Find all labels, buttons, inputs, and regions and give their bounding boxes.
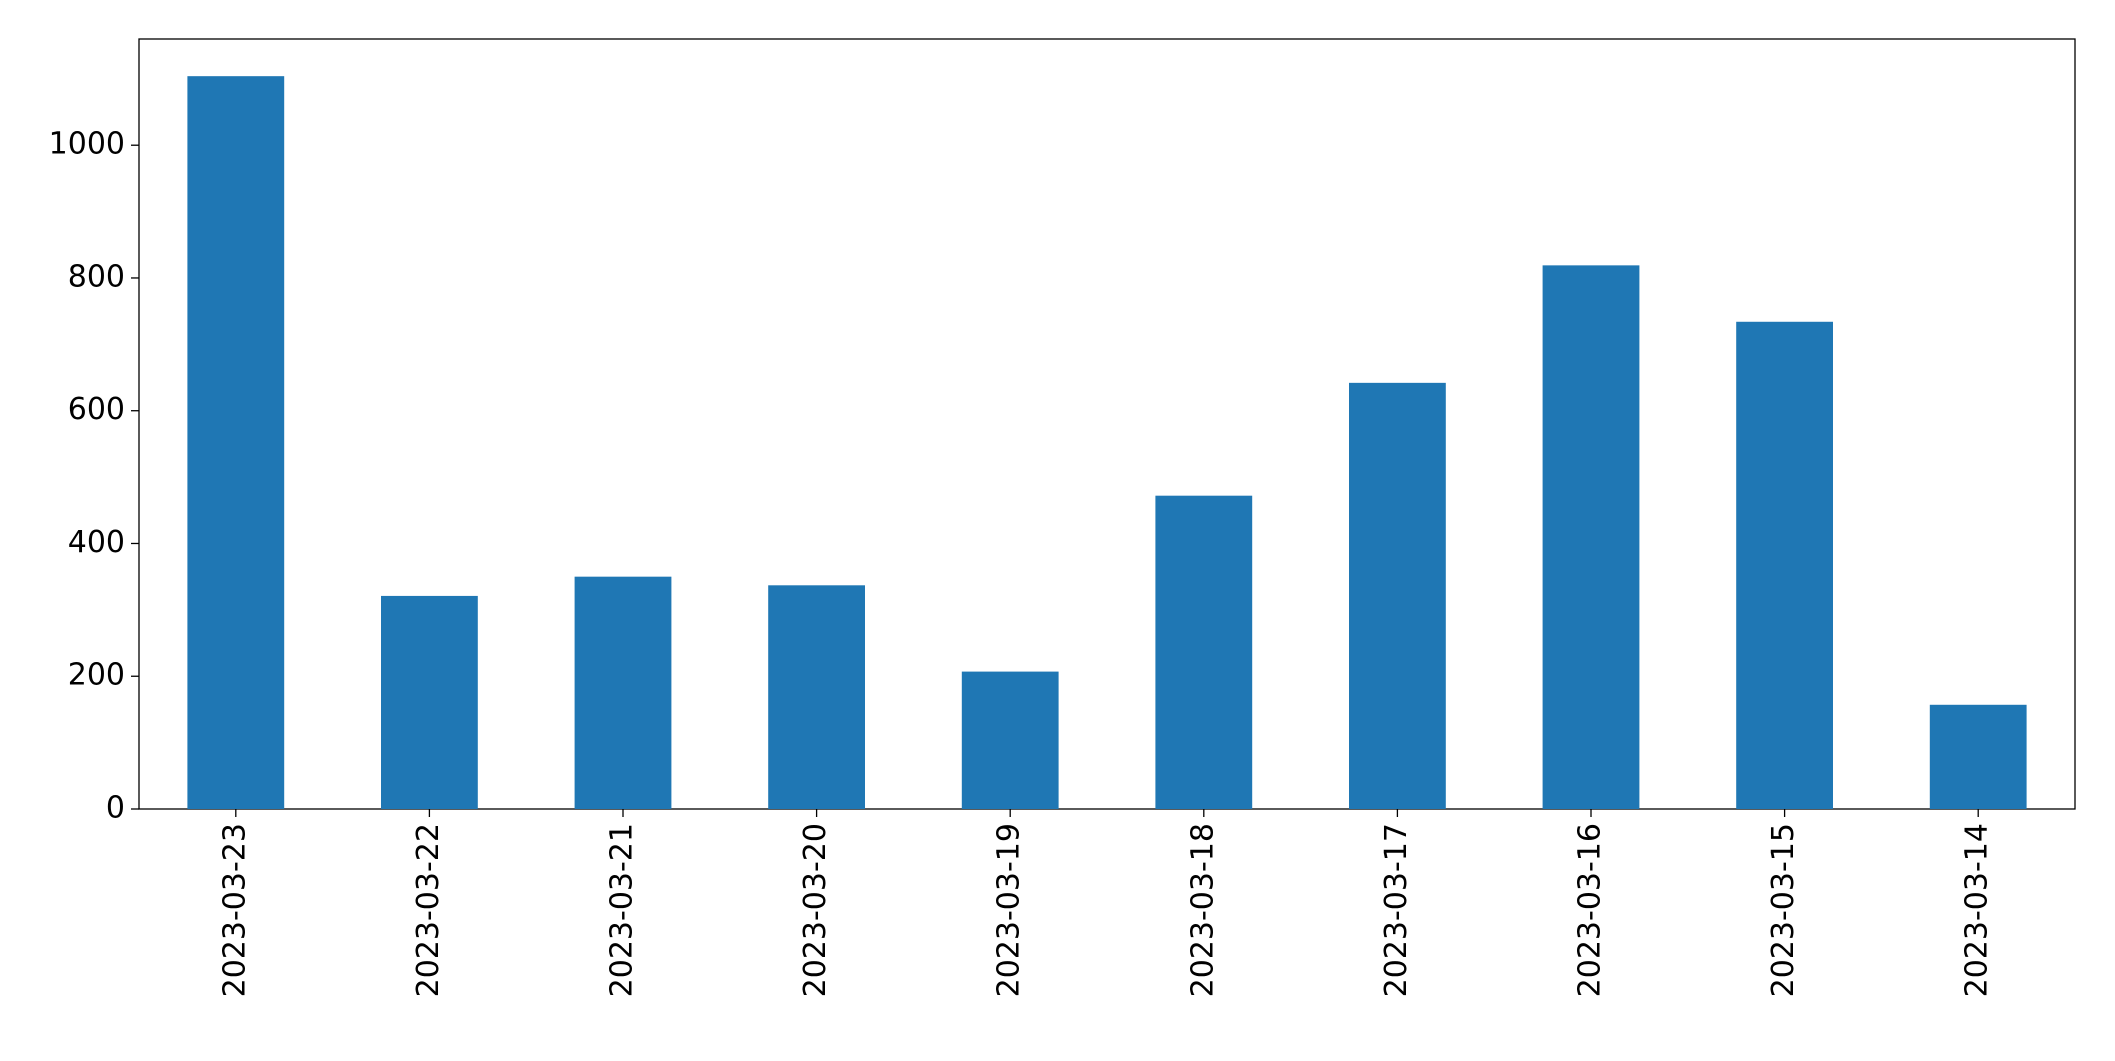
plot-frame xyxy=(138,38,2076,810)
x-tick-label: 2023-03-18 xyxy=(1185,823,1220,997)
bar xyxy=(381,595,478,809)
bar xyxy=(1542,265,1640,809)
y-tick-label: 400 xyxy=(68,525,125,560)
bar xyxy=(1736,321,1833,809)
bar xyxy=(574,576,672,809)
x-tick-label: 2023-03-14 xyxy=(1960,823,1995,997)
y-tick-label: 1000 xyxy=(49,127,125,162)
x-tick-label: 2023-03-23 xyxy=(217,823,252,997)
bar xyxy=(187,76,285,809)
x-tick-label: 2023-03-17 xyxy=(1379,823,1414,997)
y-tick-label: 200 xyxy=(68,658,125,693)
bar xyxy=(1929,704,2027,809)
x-tick-label: 2023-03-20 xyxy=(798,823,833,997)
bar xyxy=(1155,495,1253,809)
bar xyxy=(961,671,1059,809)
y-tick-label: 800 xyxy=(68,259,125,294)
x-tick-label: 2023-03-19 xyxy=(992,823,1027,997)
y-tick-label: 600 xyxy=(68,392,125,427)
bar xyxy=(1349,382,1446,809)
x-tick-label: 2023-03-16 xyxy=(1573,823,1608,997)
bar xyxy=(768,585,865,809)
x-tick-label: 2023-03-21 xyxy=(605,823,640,997)
x-tick-label: 2023-03-22 xyxy=(411,823,446,997)
y-tick-label: 0 xyxy=(106,791,125,826)
x-tick-label: 2023-03-15 xyxy=(1766,823,1801,997)
